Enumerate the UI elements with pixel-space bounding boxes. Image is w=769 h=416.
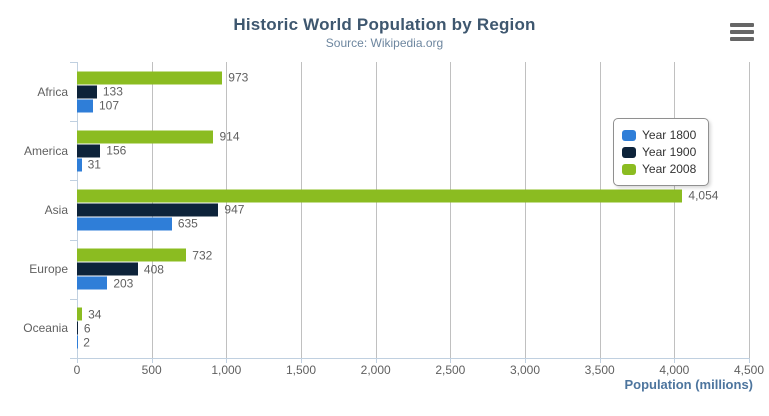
gridline	[226, 62, 228, 358]
bar-europe-year-1900[interactable]: 408	[77, 262, 164, 276]
category-label: Africa	[37, 84, 68, 99]
x-axis-tick-label: 0	[73, 363, 81, 377]
bar-group: 4,054 947 635	[77, 189, 749, 231]
bar-oceania-year-1900[interactable]: 6	[77, 321, 91, 335]
bar-asia-year-1800[interactable]: 635	[77, 217, 198, 231]
hamburger-menu-icon	[730, 37, 754, 41]
x-axis-tick-label: 2,500	[435, 363, 466, 377]
y-axis-tick	[70, 62, 77, 63]
chart-title: Historic World Population by Region	[233, 15, 536, 34]
data-label: 973	[228, 70, 249, 85]
category-row-europe: Europe 732 408 203	[29, 240, 749, 299]
bar-europe-year-1800[interactable]: 203	[77, 276, 133, 290]
data-label: 133	[102, 84, 123, 99]
x-axis-title: Population (millions)	[624, 377, 753, 392]
x-axis-tick	[749, 358, 750, 363]
data-label: 408	[143, 262, 164, 277]
y-axis-tick	[70, 121, 77, 122]
legend-swatch-year-1900-icon	[622, 146, 636, 158]
legend-label: Year 1800	[642, 128, 697, 142]
x-axis-tick-label: 4,000	[659, 363, 690, 377]
bar-group: 973 133 107	[77, 71, 749, 113]
bar-asia-year-1900[interactable]: 947	[77, 203, 244, 217]
x-axis-tick	[151, 358, 153, 363]
gridline	[599, 62, 601, 358]
bar-asia-year-2008[interactable]: 4,054	[77, 189, 718, 203]
x-axis-tick	[77, 358, 78, 363]
category-row-america: America 914 156 31	[24, 121, 749, 180]
category-label: Asia	[44, 202, 68, 217]
x-axis-line	[77, 358, 750, 359]
x-axis-tick	[450, 358, 452, 363]
x-axis-tick	[226, 358, 228, 363]
data-label: 4,054	[688, 188, 719, 203]
legend: Year 1800 Year 1900 Year 2008	[613, 118, 710, 186]
context-menu-button[interactable]	[730, 23, 754, 41]
x-axis-tick-label: 3,000	[509, 363, 541, 377]
hamburger-menu-icon	[730, 23, 754, 27]
chart-subtitle: Source: Wikipedia.org	[325, 36, 444, 50]
x-axis-tick	[599, 358, 601, 363]
y-axis-tick	[70, 240, 77, 241]
gridline	[301, 62, 302, 358]
data-label: 107	[98, 98, 119, 113]
data-label: 6	[83, 321, 91, 336]
x-axis-tick-label: 2,000	[360, 363, 391, 377]
gridline	[674, 62, 676, 358]
x-axis-tick	[301, 358, 302, 363]
category-row-asia: Asia 4,054 947 635	[45, 180, 749, 239]
legend-item-year-1800[interactable]: Year 1800	[622, 128, 696, 142]
bar-africa-year-2008[interactable]: 973	[77, 71, 248, 85]
bar-group: 34 6 2	[77, 307, 749, 350]
category-label: America	[23, 143, 68, 158]
bar-america-year-2008[interactable]: 914	[77, 130, 240, 144]
bar-europe-year-2008[interactable]: 732	[77, 248, 212, 262]
category-row-oceania: Oceania 34 6 2	[23, 299, 749, 358]
gridline	[450, 62, 452, 358]
category-label: Europe	[29, 262, 68, 277]
data-label: 914	[219, 129, 240, 144]
data-label: 732	[192, 248, 213, 263]
bar-america-year-1800[interactable]: 31	[77, 158, 101, 172]
y-axis-tick	[70, 180, 77, 181]
bar-group: 914 156 31	[77, 130, 749, 172]
y-axis-tick	[70, 358, 77, 359]
data-label: 31	[87, 157, 101, 172]
legend-item-year-1900[interactable]: Year 1900	[622, 145, 696, 159]
plot-area: Africa 973 133 107 America 914 156 31 Asia 4,054 9…	[23, 62, 750, 358]
x-axis-tick	[674, 358, 676, 363]
y-axis-tick	[70, 299, 77, 300]
data-label: 2	[83, 335, 90, 350]
gridline	[749, 62, 750, 358]
x-axis-tick-label: 1,000	[211, 363, 242, 377]
legend-swatch-year-2008-icon	[622, 163, 636, 175]
legend-swatch-year-1800-icon	[622, 129, 636, 141]
bar-america-year-1900[interactable]: 156	[77, 144, 126, 158]
data-label: 635	[177, 216, 198, 231]
hamburger-menu-icon	[730, 30, 754, 34]
x-axis-tick-label: 500	[141, 363, 162, 377]
bar-group: 732 408 203	[77, 248, 749, 290]
data-label: 947	[224, 202, 245, 217]
data-label: 203	[113, 276, 134, 291]
x-axis-tick-label: 3,500	[584, 363, 615, 377]
gridline	[525, 62, 526, 358]
gridline	[375, 62, 377, 358]
x-axis-tick-label: 1,500	[285, 363, 317, 377]
x-axis-tick	[525, 358, 526, 363]
legend-item-year-2008[interactable]: Year 2008	[622, 162, 696, 176]
bar-oceania-year-2008[interactable]: 34	[77, 307, 101, 321]
bar-africa-year-1800[interactable]: 107	[77, 99, 119, 113]
category-label: Oceania	[23, 321, 68, 336]
data-label: 34	[88, 307, 102, 322]
data-label: 156	[106, 143, 127, 158]
legend-label: Year 2008	[642, 162, 697, 176]
x-axis-tick-label: 4,500	[733, 363, 765, 377]
x-axis-tick	[375, 358, 377, 363]
legend-label: Year 1900	[642, 145, 697, 159]
category-row-africa: Africa 973 133 107	[37, 62, 749, 121]
bar-africa-year-1900[interactable]: 133	[77, 85, 123, 99]
